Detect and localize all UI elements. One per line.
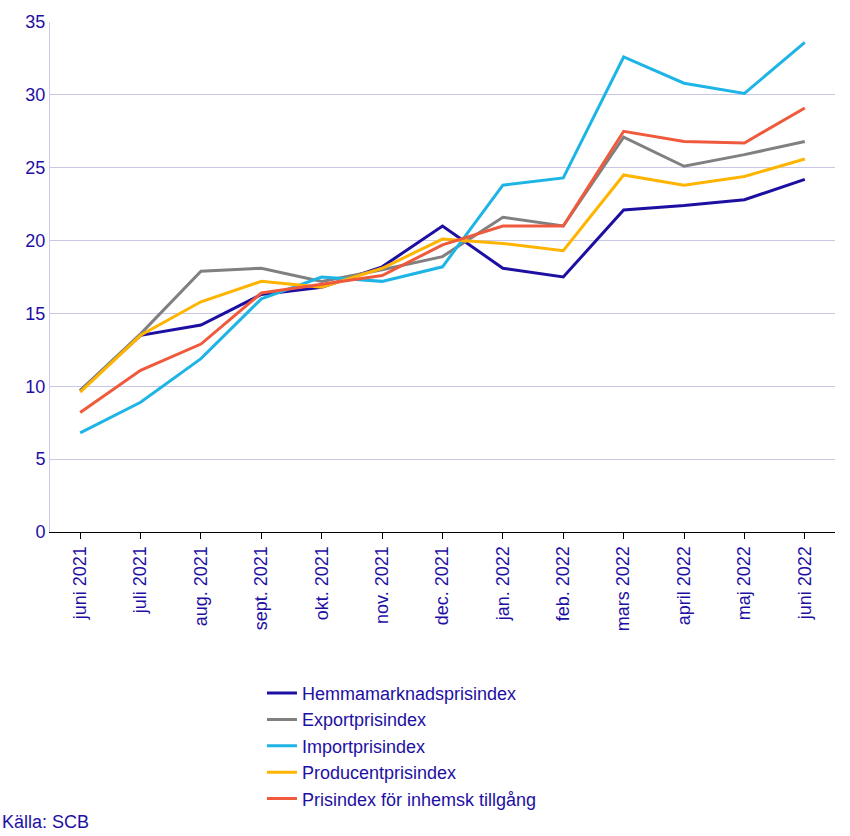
svg-text:dec. 2021: dec. 2021 bbox=[432, 546, 452, 625]
svg-text:25: 25 bbox=[25, 158, 45, 178]
svg-text:Exportprisindex: Exportprisindex bbox=[302, 710, 426, 730]
svg-text:Hemmamarknadsprisindex: Hemmamarknadsprisindex bbox=[302, 684, 516, 704]
svg-text:juni 2022: juni 2022 bbox=[795, 546, 815, 620]
svg-text:35: 35 bbox=[25, 12, 45, 32]
svg-text:0: 0 bbox=[35, 522, 45, 542]
svg-text:Importprisindex: Importprisindex bbox=[302, 737, 425, 757]
svg-text:nov. 2021: nov. 2021 bbox=[372, 546, 392, 624]
svg-text:Prisindex för inhemsk tillgång: Prisindex för inhemsk tillgång bbox=[302, 790, 536, 810]
svg-text:juni 2021: juni 2021 bbox=[70, 546, 90, 620]
svg-text:30: 30 bbox=[25, 85, 45, 105]
svg-text:sept. 2021: sept. 2021 bbox=[251, 546, 271, 630]
svg-text:april 2022: april 2022 bbox=[674, 546, 694, 625]
svg-text:juli 2021: juli 2021 bbox=[130, 546, 150, 614]
svg-text:10: 10 bbox=[25, 377, 45, 397]
svg-text:Källa: SCB: Källa: SCB bbox=[2, 812, 89, 832]
svg-text:jan. 2022: jan. 2022 bbox=[493, 546, 513, 621]
svg-text:maj 2022: maj 2022 bbox=[734, 546, 754, 620]
svg-text:aug. 2021: aug. 2021 bbox=[191, 546, 211, 626]
svg-text:mars 2022: mars 2022 bbox=[614, 546, 634, 631]
svg-text:20: 20 bbox=[25, 231, 45, 251]
svg-text:okt. 2021: okt. 2021 bbox=[312, 546, 332, 620]
svg-text:feb. 2022: feb. 2022 bbox=[553, 546, 573, 621]
svg-text:Producentprisindex: Producentprisindex bbox=[302, 763, 456, 783]
svg-text:15: 15 bbox=[25, 304, 45, 324]
svg-text:5: 5 bbox=[35, 449, 45, 469]
